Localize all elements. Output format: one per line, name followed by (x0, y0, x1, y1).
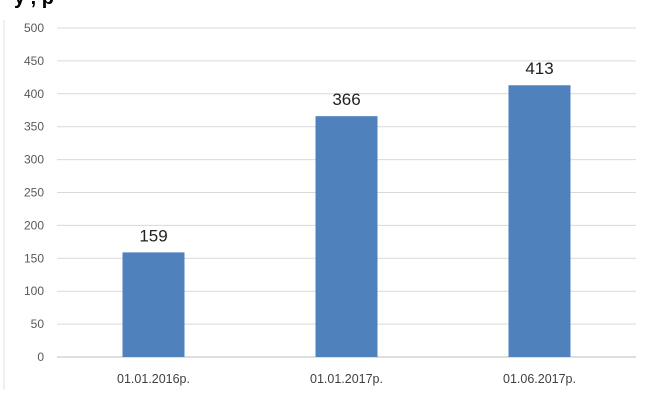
x-axis-category-labels: 01.01.2016р. 01.01.2017р. 01.06.2017р. (117, 372, 576, 386)
bar-data-label: 413 (525, 59, 553, 78)
bars (122, 85, 571, 357)
y-tick-label: 250 (24, 186, 44, 200)
y-tick-label: 450 (24, 54, 44, 68)
x-category-label: 01.01.2017р. (310, 372, 383, 386)
y-tick-label: 200 (24, 218, 44, 232)
bar-data-label: 366 (332, 90, 360, 109)
x-category-label: 01.01.2016р. (117, 372, 190, 386)
y-tick-label: 350 (24, 120, 44, 134)
bar-data-label: 159 (139, 226, 167, 245)
y-tick-label: 300 (24, 153, 44, 167)
bar (508, 85, 571, 357)
y-tick-label: 50 (31, 317, 45, 331)
data-labels: 159 366 413 (139, 59, 553, 245)
bar (315, 116, 378, 357)
y-tick-label: 400 (24, 87, 44, 101)
y-tick-label: 500 (24, 21, 44, 35)
bar (122, 252, 185, 357)
y-tick-label: 100 (24, 284, 44, 298)
y-axis-tick-labels: 0 50 100 150 200 250 300 350 400 450 500 (24, 21, 44, 364)
x-category-label: 01.06.2017р. (503, 372, 576, 386)
clipped-title-fragment: у , р (14, 0, 54, 9)
y-tick-label: 150 (24, 251, 44, 265)
y-tick-label: 0 (37, 350, 44, 364)
